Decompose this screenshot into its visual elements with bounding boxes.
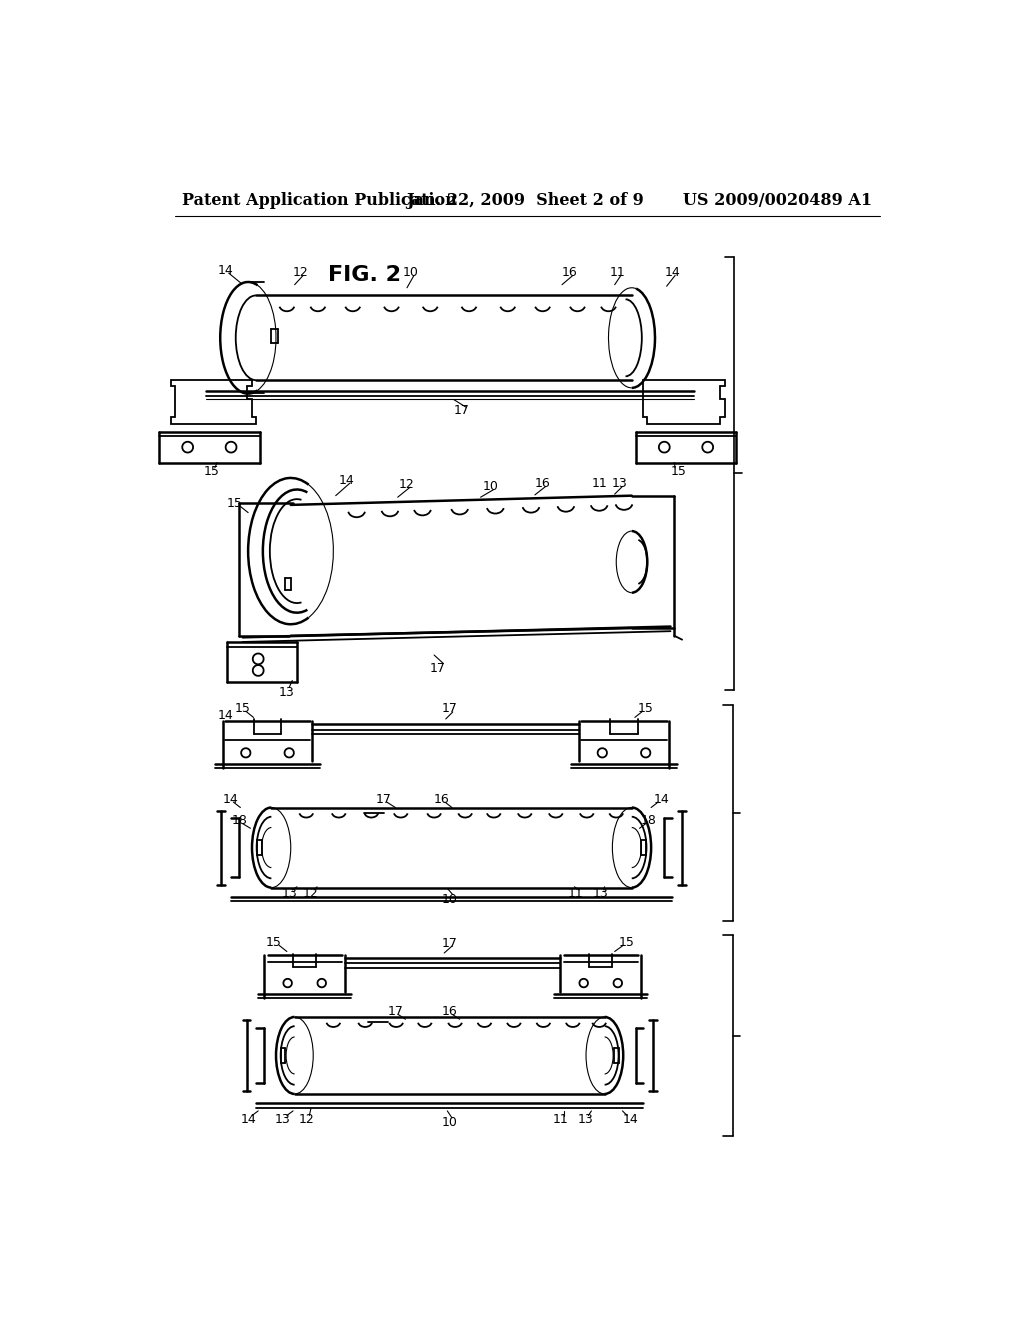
Text: 16: 16 xyxy=(535,477,551,490)
Text: 17: 17 xyxy=(430,661,445,675)
Text: 17: 17 xyxy=(387,1005,403,1018)
Text: 14: 14 xyxy=(339,474,354,487)
Text: 10: 10 xyxy=(441,892,458,906)
Text: 18: 18 xyxy=(641,814,656,828)
Text: 17: 17 xyxy=(454,404,469,417)
Text: 14: 14 xyxy=(623,1113,638,1126)
Text: 17: 17 xyxy=(441,702,458,715)
Text: 13: 13 xyxy=(593,887,608,900)
Text: Jan. 22, 2009  Sheet 2 of 9: Jan. 22, 2009 Sheet 2 of 9 xyxy=(406,193,644,210)
Text: 11: 11 xyxy=(610,265,626,279)
Text: 15: 15 xyxy=(671,465,686,478)
Text: 10: 10 xyxy=(482,480,499,492)
Text: 15: 15 xyxy=(227,496,243,510)
Text: 15: 15 xyxy=(266,936,282,949)
Text: 10: 10 xyxy=(441,1115,458,1129)
Text: Patent Application Publication: Patent Application Publication xyxy=(182,193,457,210)
Text: 17: 17 xyxy=(376,792,392,805)
Text: 16: 16 xyxy=(434,792,450,805)
Text: 12: 12 xyxy=(298,1113,314,1126)
Text: 13: 13 xyxy=(282,887,297,900)
Text: 16: 16 xyxy=(441,1005,458,1018)
Text: 15: 15 xyxy=(204,465,219,478)
Text: 12: 12 xyxy=(303,887,318,900)
Text: 16: 16 xyxy=(562,265,578,279)
Text: 14: 14 xyxy=(241,1113,256,1126)
Text: 14: 14 xyxy=(665,265,680,279)
Text: 12: 12 xyxy=(292,265,308,279)
Text: 15: 15 xyxy=(234,702,251,714)
Text: 12: 12 xyxy=(399,478,415,491)
Text: US 2009/0020489 A1: US 2009/0020489 A1 xyxy=(683,193,872,210)
Text: 14: 14 xyxy=(218,264,233,277)
Text: 15: 15 xyxy=(638,702,653,714)
Text: 10: 10 xyxy=(402,265,419,279)
Text: 14: 14 xyxy=(653,792,669,805)
Text: 13: 13 xyxy=(611,477,628,490)
Text: 14: 14 xyxy=(222,792,239,805)
Text: 15: 15 xyxy=(618,936,634,949)
Text: FIG. 2: FIG. 2 xyxy=(328,265,400,285)
Text: 11: 11 xyxy=(553,1113,568,1126)
Text: 13: 13 xyxy=(275,1113,291,1126)
Text: 13: 13 xyxy=(279,685,294,698)
Text: 11: 11 xyxy=(568,887,584,900)
Text: 17: 17 xyxy=(441,936,458,949)
Text: 11: 11 xyxy=(591,477,607,490)
Text: 14: 14 xyxy=(218,709,233,722)
Text: 13: 13 xyxy=(578,1113,593,1126)
Text: 18: 18 xyxy=(231,814,248,828)
